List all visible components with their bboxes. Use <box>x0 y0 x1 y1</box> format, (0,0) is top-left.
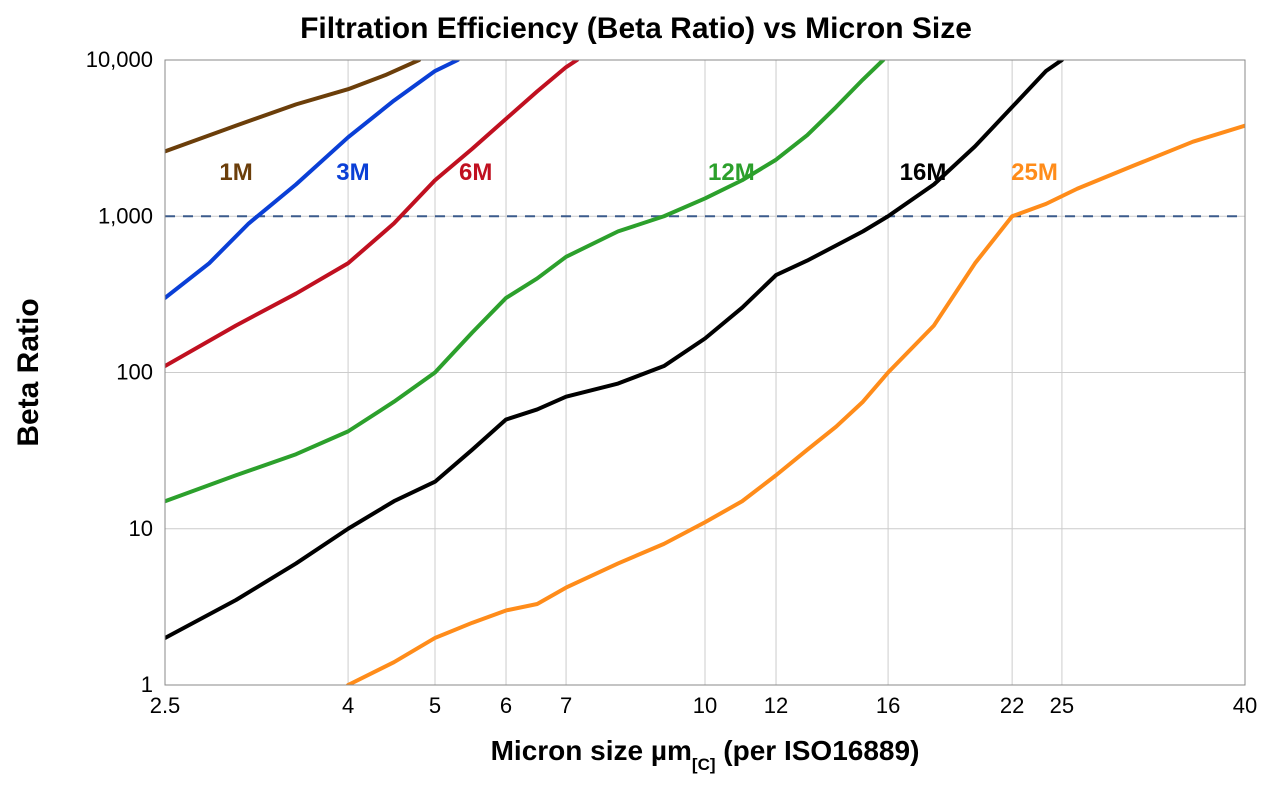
y-tick-label: 10 <box>129 516 153 541</box>
y-tick-label: 1 <box>141 672 153 697</box>
x-axis-label-sub: [C] <box>692 755 716 774</box>
x-tick-label: 12 <box>764 693 788 718</box>
series-label-16M: 16M <box>900 159 947 186</box>
series-label-3M: 3M <box>336 159 369 186</box>
series-label-12M: 12M <box>708 159 755 186</box>
chart-container: Filtration Efficiency (Beta Ratio) vs Mi… <box>0 0 1272 790</box>
x-tick-label: 16 <box>876 693 900 718</box>
x-tick-label: 7 <box>560 693 572 718</box>
y-axis-label: Beta Ratio <box>12 298 45 446</box>
x-axis-label-suffix: (per ISO16889) <box>716 735 920 766</box>
x-tick-label: 6 <box>500 693 512 718</box>
x-tick-label: 40 <box>1233 693 1257 718</box>
chart-svg: Filtration Efficiency (Beta Ratio) vs Mi… <box>0 0 1272 790</box>
y-tick-label: 10,000 <box>86 47 153 72</box>
series-label-1M: 1M <box>219 159 252 186</box>
x-tick-label: 10 <box>693 693 717 718</box>
series-label-25M: 25M <box>1011 159 1058 186</box>
chart-title: Filtration Efficiency (Beta Ratio) vs Mi… <box>300 12 972 45</box>
x-axis-label-prefix: Micron size µm <box>491 735 692 766</box>
x-tick-label: 25 <box>1050 693 1074 718</box>
y-tick-label: 1,000 <box>98 203 153 228</box>
x-tick-label: 4 <box>342 693 354 718</box>
x-tick-label: 5 <box>429 693 441 718</box>
x-tick-label: 22 <box>1000 693 1024 718</box>
series-label-6M: 6M <box>459 159 492 186</box>
y-tick-label: 100 <box>116 360 153 385</box>
x-tick-label: 2.5 <box>150 693 181 718</box>
